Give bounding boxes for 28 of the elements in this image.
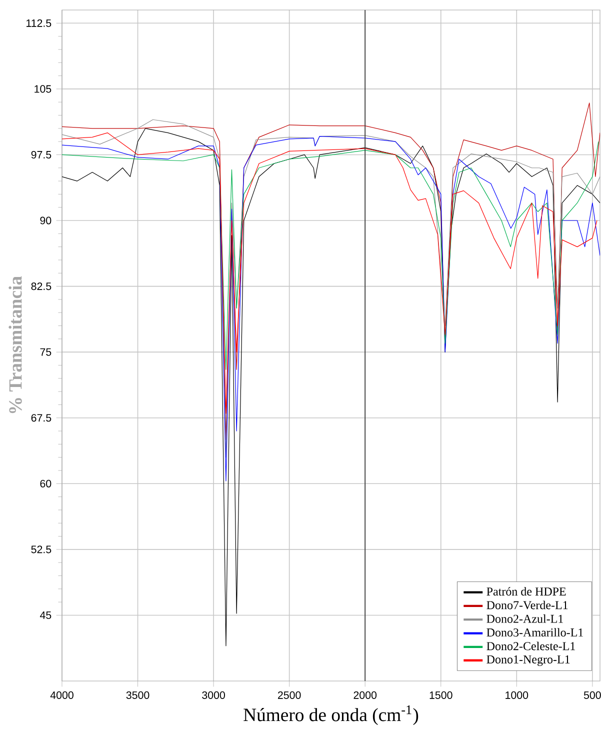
x-tick-label: 2500	[278, 691, 301, 699]
x-tick-label: 3000	[202, 691, 225, 699]
y-tick-label: 82.5	[31, 282, 52, 290]
line-series	[62, 141, 599, 370]
y-tick-label: 67.5	[31, 414, 52, 422]
y-tick-label: 90	[40, 216, 52, 224]
line-series	[62, 132, 598, 414]
x-tick-label: 3500	[126, 691, 150, 699]
y-tick-label: 60	[40, 480, 52, 488]
y-tick-label: 52.5	[31, 546, 52, 554]
x-tick-label: 1500	[430, 691, 452, 699]
legend-label: Dono2-Azul-L1	[486, 614, 563, 623]
y-tick-label: 75	[40, 348, 52, 356]
y-axis-title: % Transmitancia	[8, 276, 22, 414]
x-axis-title: Número de onda (cm$^{-1}$)	[244, 705, 418, 726]
y-tick-label: 105	[34, 85, 52, 93]
y-tick-label: 97.5	[31, 150, 52, 158]
x-tick-label: 4000	[50, 691, 74, 699]
legend-label: Dono7-Verde-L1	[486, 600, 568, 610]
y-tick-label: 112.5	[26, 19, 52, 27]
legend-label: Patrón de HDPE	[486, 587, 566, 596]
x-tick-label: 2000	[354, 691, 377, 699]
legend-label: Dono2-Celeste-L1	[486, 642, 575, 650]
legend-label: Dono1-Negro-L1	[486, 655, 570, 666]
legend-label: Dono3-Amarillo-L1	[486, 628, 583, 637]
x-tick-label: 1000	[506, 691, 528, 699]
y-tick-label: 45	[40, 611, 52, 619]
x-tick-label: 500	[584, 691, 601, 699]
